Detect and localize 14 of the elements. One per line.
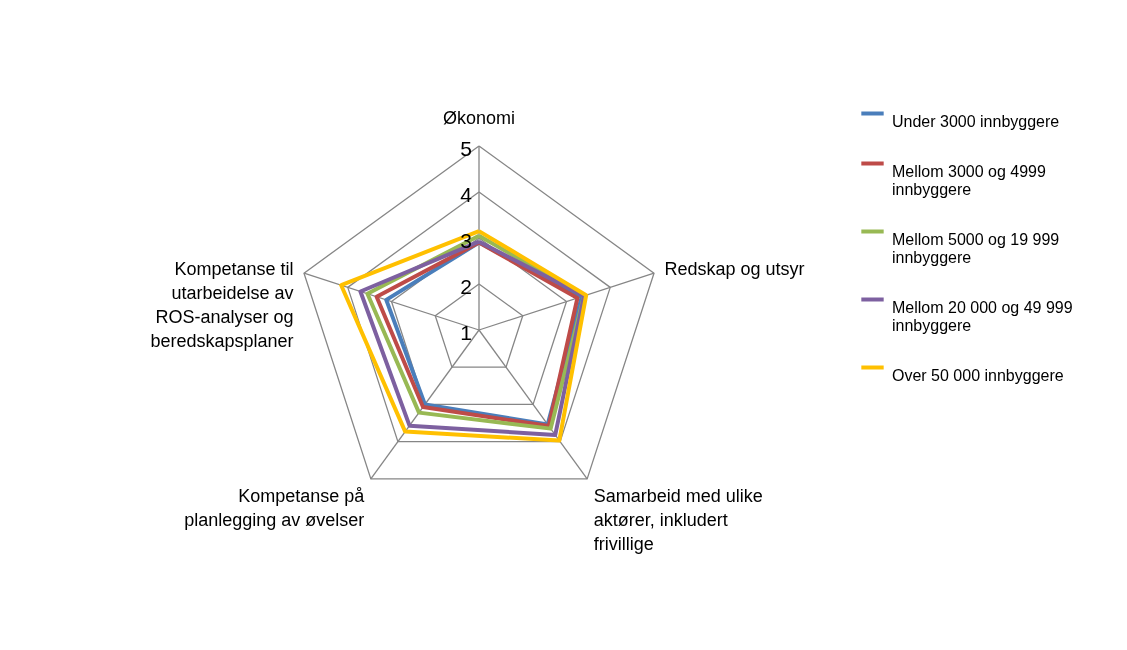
- spoke-label: Kompetanse til utarbeidelse av ROS-analyser og beredskapsplaner: [150, 258, 294, 351]
- y-tick-label: 4: [460, 183, 473, 206]
- legend-label: Under 3000 innbyggere: [892, 112, 1060, 130]
- legend-label: Mellom 3000 og 4999 innbyggere: [892, 162, 1046, 198]
- spoke-label: Økonomi: [442, 107, 516, 128]
- spoke-label: Samarbeid med ulike aktører, inkludert frivillige: [593, 485, 763, 554]
- spoke-label: Kompetanse på planlegging av øvelser: [184, 485, 366, 530]
- legend-label: Mellom 5000 og 19 999 innbyggere: [892, 230, 1060, 266]
- y-tick-label: 2: [460, 275, 472, 298]
- y-tick-label: 1: [460, 321, 472, 344]
- legend-label: Mellom 20 000 og 49 999 innbyggere: [892, 298, 1073, 334]
- y-tick-label: 5: [460, 137, 472, 160]
- legend-label: Over 50 000 innbyggere: [892, 366, 1064, 384]
- spoke-label: Redskap og utsyr: [664, 258, 805, 279]
